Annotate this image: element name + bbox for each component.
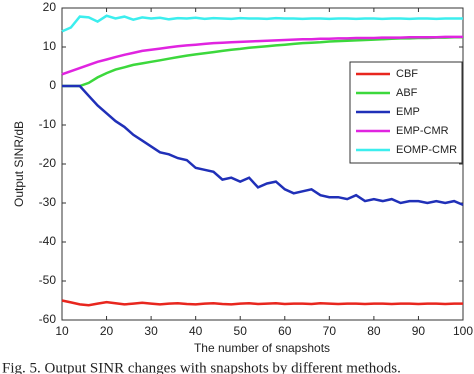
y-tick-label: 0: [49, 78, 56, 92]
x-tick-label: 60: [278, 324, 292, 338]
y-tick-label: -20: [39, 156, 57, 170]
y-tick-label: 20: [43, 0, 57, 14]
x-tick-label: 50: [234, 324, 248, 338]
x-tick-label: 30: [144, 324, 158, 338]
x-tick-label: 20: [100, 324, 114, 338]
y-tick-label: -10: [39, 117, 57, 131]
series-line: [61, 299, 463, 307]
x-tick-label: 10: [55, 324, 69, 338]
legend-label: CBF: [396, 68, 418, 80]
x-tick-label: 70: [323, 324, 337, 338]
legend-label: EMP-CMR: [396, 125, 449, 137]
legend-label: EOMP-CMR: [396, 144, 457, 156]
y-tick-label: -40: [39, 234, 57, 248]
series-line: [62, 84, 464, 207]
x-tick-label: 40: [189, 324, 203, 338]
x-tick-label: 90: [412, 324, 426, 338]
legend-label: ABF: [396, 87, 418, 99]
y-tick-label: -50: [39, 273, 57, 287]
y-axis-label: Output SINR/dB: [12, 121, 26, 207]
y-tick-label: -30: [39, 195, 57, 209]
series-line: [61, 14, 463, 33]
legend-label: EMP: [396, 106, 420, 118]
x-tick-label: 80: [367, 324, 381, 338]
caption: Fig. 5. Output SINR changes with snapsho…: [2, 360, 401, 374]
plot-area: [61, 7, 464, 321]
y-tick-label: -60: [39, 312, 57, 326]
series-line: [61, 35, 463, 76]
x-axis-label: The number of snapshots: [194, 341, 330, 355]
x-tick-label: 100: [453, 324, 473, 338]
y-tick-label: 10: [43, 39, 57, 53]
